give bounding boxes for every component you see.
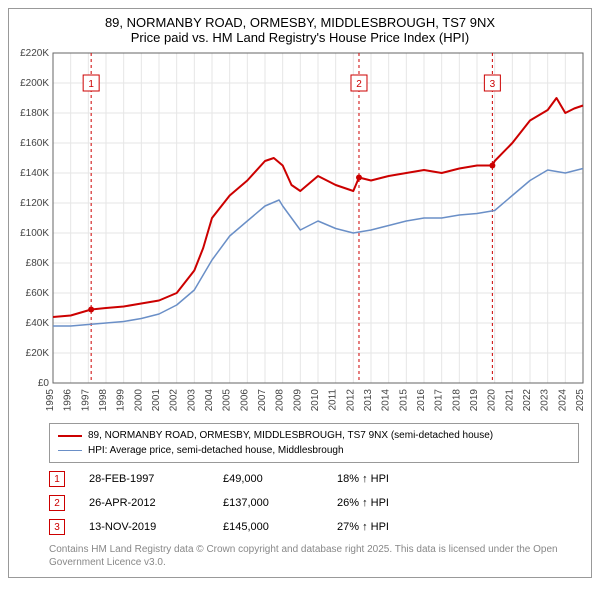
line-chart-svg: £0 £20K £40K £60K £80K £100K £120K £140K £160K £1…	[9, 47, 593, 417]
svg-text:2023: 2023	[540, 389, 551, 412]
legend-row: 89, NORMANBY ROAD, ORMESBY, MIDDLESBROUG…	[58, 428, 570, 443]
chart-title-sub: Price paid vs. HM Land Registry's House …	[13, 30, 587, 45]
svg-text:2006: 2006	[239, 389, 250, 412]
svg-text:£220K: £220K	[20, 48, 49, 59]
svg-text:£40K: £40K	[26, 318, 50, 329]
svg-text:1995: 1995	[45, 389, 56, 412]
svg-text:2019: 2019	[469, 389, 480, 412]
svg-text:£160K: £160K	[20, 138, 49, 149]
svg-text:1998: 1998	[98, 389, 109, 412]
svg-text:2011: 2011	[328, 389, 339, 411]
svg-text:2020: 2020	[487, 389, 498, 412]
marker-badge: 2	[49, 495, 65, 511]
svg-text:1999: 1999	[116, 389, 127, 412]
marker-price: £137,000	[223, 497, 313, 509]
svg-text:£100K: £100K	[20, 228, 49, 239]
marker-price: £49,000	[223, 473, 313, 485]
svg-text:1: 1	[88, 79, 94, 90]
attribution-text: Contains HM Land Registry data © Crown c…	[49, 543, 579, 569]
marker-date: 13-NOV-2019	[89, 521, 199, 533]
legend-row: HPI: Average price, semi-detached house,…	[58, 443, 570, 458]
svg-text:2012: 2012	[345, 389, 356, 412]
svg-text:2008: 2008	[275, 389, 286, 412]
marker-row: 3 13-NOV-2019 £145,000 27% ↑ HPI	[49, 515, 579, 539]
svg-text:2024: 2024	[557, 389, 568, 412]
svg-text:£200K: £200K	[20, 78, 49, 89]
legend-swatch	[58, 450, 82, 451]
svg-text:2002: 2002	[169, 389, 180, 412]
svg-text:2021: 2021	[504, 389, 515, 412]
legend: 89, NORMANBY ROAD, ORMESBY, MIDDLESBROUG…	[49, 423, 579, 463]
svg-text:2014: 2014	[381, 389, 392, 412]
svg-text:£180K: £180K	[20, 108, 49, 119]
plot-area: £0 £20K £40K £60K £80K £100K £120K £140K £160K £1…	[9, 47, 591, 417]
svg-text:2025: 2025	[575, 389, 586, 412]
svg-text:2004: 2004	[204, 389, 215, 412]
legend-label: HPI: Average price, semi-detached house,…	[88, 443, 344, 458]
marker-badge: 1	[49, 471, 65, 487]
svg-text:2022: 2022	[522, 389, 533, 412]
svg-text:2010: 2010	[310, 389, 321, 412]
svg-text:2007: 2007	[257, 389, 268, 412]
marker-table: 1 28-FEB-1997 £49,000 18% ↑ HPI 2 26-APR-2012…	[49, 467, 579, 539]
svg-text:2000: 2000	[133, 389, 144, 412]
svg-text:1997: 1997	[80, 389, 91, 412]
marker-badge: 3	[49, 519, 65, 535]
svg-text:2017: 2017	[434, 389, 445, 412]
svg-text:2003: 2003	[186, 389, 197, 412]
svg-text:2018: 2018	[451, 389, 462, 412]
svg-text:2013: 2013	[363, 389, 374, 412]
svg-text:1996: 1996	[63, 389, 74, 412]
marker-pct: 18% ↑ HPI	[337, 473, 427, 485]
marker-price: £145,000	[223, 521, 313, 533]
marker-pct: 27% ↑ HPI	[337, 521, 427, 533]
svg-text:£120K: £120K	[20, 198, 49, 209]
svg-text:£20K: £20K	[26, 348, 50, 359]
svg-text:2001: 2001	[151, 389, 162, 412]
legend-label: 89, NORMANBY ROAD, ORMESBY, MIDDLESBROUG…	[88, 428, 493, 443]
marker-row: 1 28-FEB-1997 £49,000 18% ↑ HPI	[49, 467, 579, 491]
marker-row: 2 26-APR-2012 £137,000 26% ↑ HPI	[49, 491, 579, 515]
chart-container: 89, NORMANBY ROAD, ORMESBY, MIDDLESBROUG…	[8, 8, 592, 578]
svg-text:3: 3	[490, 79, 496, 90]
svg-text:2016: 2016	[416, 389, 427, 412]
svg-text:£80K: £80K	[26, 258, 50, 269]
marker-date: 28-FEB-1997	[89, 473, 199, 485]
svg-text:2: 2	[356, 79, 362, 90]
svg-text:2009: 2009	[292, 389, 303, 412]
svg-text:2005: 2005	[222, 389, 233, 412]
chart-titles: 89, NORMANBY ROAD, ORMESBY, MIDDLESBROUG…	[9, 9, 591, 47]
svg-text:£0: £0	[38, 378, 50, 389]
marker-pct: 26% ↑ HPI	[337, 497, 427, 509]
svg-text:£140K: £140K	[20, 168, 49, 179]
legend-swatch	[58, 435, 82, 437]
svg-text:£60K: £60K	[26, 288, 50, 299]
marker-date: 26-APR-2012	[89, 497, 199, 509]
chart-title-main: 89, NORMANBY ROAD, ORMESBY, MIDDLESBROUG…	[13, 15, 587, 30]
svg-text:2015: 2015	[398, 389, 409, 412]
